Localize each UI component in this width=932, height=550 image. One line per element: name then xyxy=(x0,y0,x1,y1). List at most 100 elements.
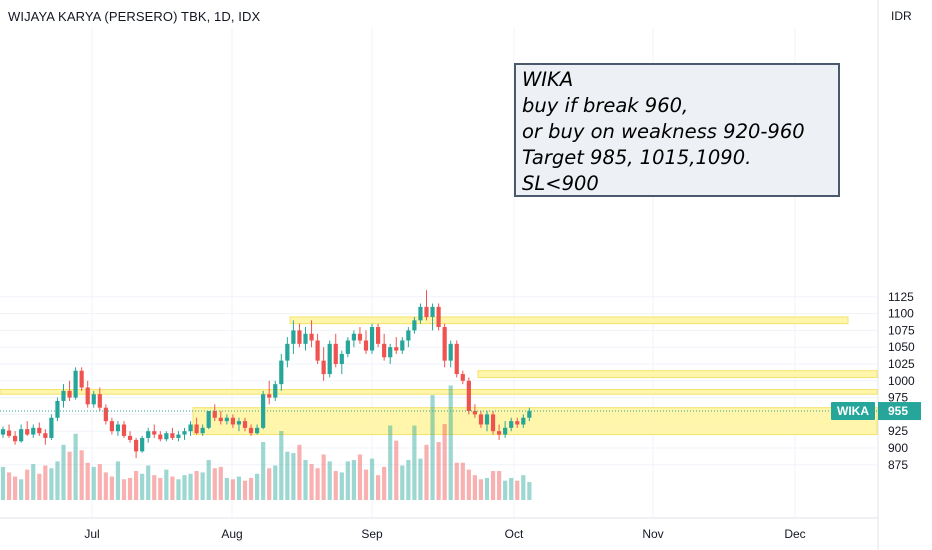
candle-body[interactable] xyxy=(146,431,151,438)
candle-body[interactable] xyxy=(85,387,90,405)
candle-body[interactable] xyxy=(200,427,205,434)
trade-note-annotation[interactable]: WIKA buy if break 960, or buy on weaknes… xyxy=(514,63,840,197)
candle-body[interactable] xyxy=(97,394,102,408)
candle-body[interactable] xyxy=(152,431,157,435)
candle-body[interactable] xyxy=(418,306,423,321)
candle-body[interactable] xyxy=(236,421,242,425)
candle-body[interactable] xyxy=(527,411,532,418)
support-resistance-zone[interactable] xyxy=(477,370,878,378)
volume-bar xyxy=(497,471,502,500)
candle-body[interactable] xyxy=(388,347,393,358)
candle-body[interactable] xyxy=(0,429,6,435)
candle-body[interactable] xyxy=(309,333,314,341)
candle-body[interactable] xyxy=(49,417,54,438)
candle-body[interactable] xyxy=(430,306,435,317)
candle-body[interactable] xyxy=(6,430,12,436)
candle-body[interactable] xyxy=(394,347,399,351)
candle-body[interactable] xyxy=(357,333,363,341)
candle-body[interactable] xyxy=(490,414,496,432)
candle-body[interactable] xyxy=(279,360,284,385)
y-tick-label: 1125 xyxy=(888,290,914,304)
candle-body[interactable] xyxy=(158,434,163,440)
candle-body[interactable] xyxy=(327,343,332,375)
candle-body[interactable] xyxy=(176,434,181,438)
candle-body[interactable] xyxy=(333,343,338,364)
candle-body[interactable] xyxy=(442,327,447,361)
candle-body[interactable] xyxy=(382,343,387,358)
candle-body[interactable] xyxy=(121,424,127,436)
candle-body[interactable] xyxy=(297,330,302,344)
candle-body[interactable] xyxy=(478,414,484,425)
candle-body[interactable] xyxy=(472,411,477,415)
candle-body[interactable] xyxy=(515,421,520,425)
candle-body[interactable] xyxy=(188,424,193,432)
candle-body[interactable] xyxy=(182,431,187,435)
candle-body[interactable] xyxy=(345,340,350,354)
support-resistance-zone[interactable] xyxy=(0,389,878,395)
candle-body[interactable] xyxy=(285,343,290,361)
candle-body[interactable] xyxy=(218,417,223,422)
candle-body[interactable] xyxy=(19,429,24,442)
candle-body[interactable] xyxy=(73,370,78,398)
candle-body[interactable] xyxy=(103,407,108,422)
candle-body[interactable] xyxy=(400,340,405,351)
candle-body[interactable] xyxy=(248,427,254,434)
candle-body[interactable] xyxy=(436,306,441,328)
candle-body[interactable] xyxy=(267,394,272,398)
candle-body[interactable] xyxy=(466,380,471,412)
candle-body[interactable] xyxy=(255,427,260,434)
candle-body[interactable] xyxy=(406,330,411,341)
candle-body[interactable] xyxy=(376,327,381,344)
candle-body[interactable] xyxy=(134,439,139,452)
candle-body[interactable] xyxy=(55,400,60,418)
candle-body[interactable] xyxy=(115,424,121,432)
volume-bar xyxy=(0,466,6,500)
y-tick-label: 1075 xyxy=(888,323,915,337)
candle-body[interactable] xyxy=(315,340,320,361)
candle-body[interactable] xyxy=(503,427,508,435)
support-resistance-zone[interactable] xyxy=(289,316,849,325)
candle-body[interactable] xyxy=(25,429,30,435)
candle-body[interactable] xyxy=(91,394,96,405)
candle-body[interactable] xyxy=(61,390,66,401)
candle-body[interactable] xyxy=(369,327,375,351)
candle-body[interactable] xyxy=(242,421,248,428)
candle-body[interactable] xyxy=(509,421,514,428)
candle-body[interactable] xyxy=(206,411,211,428)
candle-body[interactable] xyxy=(261,394,266,428)
candle-body[interactable] xyxy=(31,427,36,435)
support-resistance-zone[interactable] xyxy=(192,407,878,436)
candle-body[interactable] xyxy=(212,411,217,418)
candle-body[interactable] xyxy=(37,427,42,434)
candle-body[interactable] xyxy=(13,435,18,442)
candle-body[interactable] xyxy=(497,431,502,435)
volume-bar xyxy=(521,475,526,500)
candle-body[interactable] xyxy=(424,306,429,317)
candle-body[interactable] xyxy=(363,340,369,351)
candle-body[interactable] xyxy=(303,333,308,344)
candle-body[interactable] xyxy=(109,421,114,432)
candle-body[interactable] xyxy=(43,433,48,438)
symbol-tag xyxy=(831,402,875,421)
candle-body[interactable] xyxy=(412,320,417,331)
candle-body[interactable] xyxy=(224,417,229,422)
candle-body[interactable] xyxy=(521,417,526,425)
candle-body[interactable] xyxy=(321,360,326,375)
candle-body[interactable] xyxy=(339,353,344,364)
candle-body[interactable] xyxy=(127,435,133,440)
candle-body[interactable] xyxy=(164,433,169,440)
candle-body[interactable] xyxy=(170,433,175,438)
candle-body[interactable] xyxy=(460,374,465,381)
candle-body[interactable] xyxy=(448,343,453,361)
candle-body[interactable] xyxy=(67,390,72,398)
candle-body[interactable] xyxy=(140,437,145,452)
candle-body[interactable] xyxy=(79,370,84,388)
candle-body[interactable] xyxy=(484,414,490,425)
candle-body[interactable] xyxy=(273,384,278,398)
candle-body[interactable] xyxy=(351,333,356,341)
candle-body[interactable] xyxy=(454,343,459,375)
candle-body[interactable] xyxy=(230,417,235,425)
candle-body[interactable] xyxy=(194,424,199,434)
candle-body[interactable] xyxy=(291,330,296,344)
